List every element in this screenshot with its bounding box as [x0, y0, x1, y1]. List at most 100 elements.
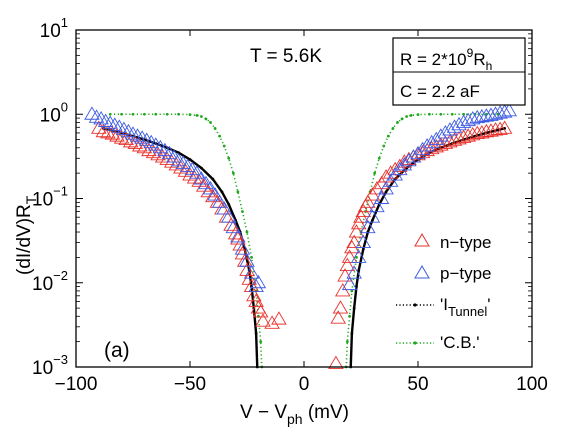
point-p: [442, 122, 458, 136]
point-n: [492, 121, 508, 135]
point-cb: [195, 113, 199, 117]
point-cb: [259, 340, 263, 344]
point-p: [501, 102, 517, 117]
point-tunnel: [361, 247, 365, 251]
point-tunnel: [227, 203, 231, 206]
point-cb: [396, 121, 399, 124]
point-tunnel: [384, 190, 388, 194]
legend-marker-cb: [413, 341, 417, 345]
point-n: [127, 135, 144, 149]
point-p: [350, 249, 367, 263]
point-n: [150, 146, 166, 161]
point-p: [152, 139, 169, 154]
point-tunnel: [200, 166, 203, 170]
point-p: [202, 181, 219, 195]
y-tick-label: 10−1: [32, 184, 68, 211]
point-cb: [213, 126, 217, 130]
point-n: [460, 128, 476, 142]
point-p: [423, 134, 440, 149]
point-p: [243, 265, 260, 279]
point-p: [369, 198, 385, 213]
point-p: [410, 145, 426, 160]
point-cb: [245, 230, 249, 234]
point-n: [145, 144, 162, 159]
point-n: [360, 194, 376, 208]
point-n: [464, 126, 481, 141]
point-p: [143, 134, 160, 149]
x-tick-label: 0: [299, 374, 310, 395]
capacitance-annotation: C = 2.2 aF: [400, 82, 480, 101]
point-cb: [373, 171, 377, 175]
point-p: [496, 104, 513, 118]
point-cb: [120, 112, 123, 116]
point-n: [355, 203, 372, 218]
point-n: [339, 257, 356, 272]
point-p: [220, 209, 237, 223]
point-cb: [450, 112, 454, 116]
x-tick-label: 50: [407, 374, 428, 395]
y-axis-title: (dI/dV)RT: [14, 195, 39, 275]
point-p: [129, 128, 146, 142]
point-n: [100, 125, 116, 139]
point-cb: [154, 112, 158, 116]
legend-label-n-type: n−type: [440, 233, 492, 252]
x-tick-label: 100: [516, 374, 548, 395]
point-n: [205, 188, 221, 203]
point-cb: [439, 112, 443, 116]
legend-item-tunnel: 'ITunnel': [396, 295, 491, 319]
point-n: [346, 234, 362, 249]
point-cb: [416, 113, 420, 117]
point-n: [332, 300, 349, 314]
point-p: [125, 126, 141, 140]
legend-label-cb: 'C.B.': [440, 333, 480, 352]
point-cb: [350, 289, 354, 293]
point-n: [141, 142, 157, 157]
point-cb: [177, 112, 181, 116]
point-cb: [345, 340, 349, 344]
point-cb: [227, 156, 231, 160]
point-n: [487, 122, 504, 136]
resistance-annotation: R = 2*109Rh: [400, 46, 492, 73]
point-p: [93, 111, 109, 125]
point-tunnel: [211, 177, 215, 181]
point-n: [474, 125, 490, 139]
point-cb: [209, 121, 212, 124]
point-p: [120, 123, 137, 138]
point-p: [387, 167, 403, 181]
point-cb: [355, 255, 358, 259]
axis-layer: −100 −50 0 50 100 10−3 10−2 10−1 100 101: [32, 15, 548, 395]
point-cb: [391, 126, 395, 130]
point-n: [271, 311, 287, 325]
point-cb: [131, 112, 135, 116]
point-tunnel: [357, 269, 361, 272]
point-p: [446, 119, 463, 133]
point-n: [248, 293, 264, 307]
point-n: [330, 310, 346, 324]
point-p: [102, 115, 118, 129]
point-n: [369, 181, 385, 195]
point-cb: [188, 113, 192, 117]
point-n: [328, 355, 344, 369]
point-n: [163, 154, 180, 168]
temperature-annotation: T = 5.6K: [250, 46, 322, 67]
point-p: [189, 165, 205, 179]
point-n: [348, 224, 365, 238]
x-tick-label: −100: [55, 374, 98, 395]
point-n: [344, 239, 360, 254]
point-n: [478, 123, 495, 138]
point-p: [175, 155, 191, 169]
legend-marker-tunnel: [413, 303, 417, 307]
x-axis-title: V − Vph (mV): [240, 402, 349, 427]
point-p: [391, 161, 408, 176]
point-n: [455, 129, 472, 143]
point-p: [487, 106, 504, 120]
legend-item-p-type: p−type: [414, 264, 492, 283]
point-tunnel: [496, 128, 500, 132]
x-tick-label: −50: [174, 374, 206, 395]
point-p: [116, 121, 132, 135]
point-n: [396, 154, 413, 168]
point-cb: [236, 190, 240, 194]
point-n: [483, 123, 499, 137]
point-n: [341, 249, 358, 263]
